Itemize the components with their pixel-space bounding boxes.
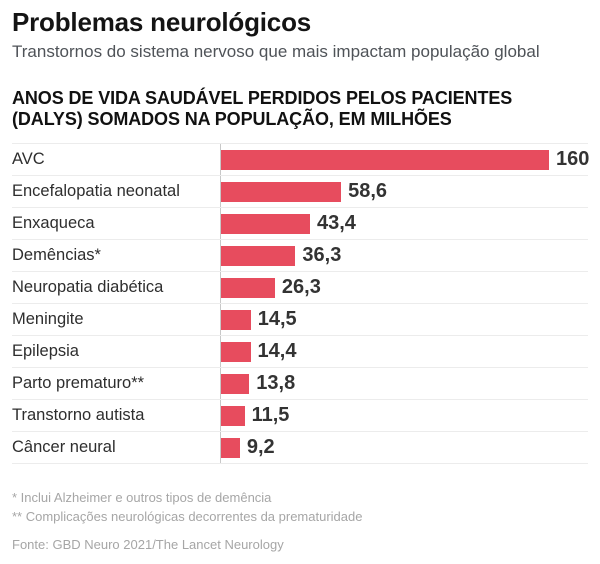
bar-area: 58,6: [220, 176, 588, 207]
chart-row: Epilepsia 14,4: [12, 335, 588, 367]
category-label: Encefalopatia neonatal: [12, 182, 180, 200]
value-label: 160: [556, 148, 590, 170]
category-label: AVC: [12, 150, 45, 168]
value-label: 13,8: [256, 372, 296, 394]
chart-row: Enxaqueca 43,4: [12, 207, 588, 239]
page-subtitle: Transtornos do sistema nervoso que mais …: [12, 42, 540, 61]
chart-row: Demências* 36,3: [12, 239, 588, 271]
value-label: 14,5: [257, 308, 297, 330]
bar: [221, 309, 251, 330]
value-label: 11,5: [251, 404, 290, 426]
footnotes: * Inclui Alzheimer e outros tipos de dem…: [12, 488, 588, 526]
category-label: Parto prematuro**: [12, 374, 145, 392]
chart-row: AVC 160: [12, 143, 589, 175]
value-label: 36,3: [302, 244, 342, 266]
category-label: Câncer neural: [12, 438, 116, 456]
value-label: 58,6: [348, 180, 388, 202]
chart-row: Encefalopatia neonatal 58,6: [12, 175, 588, 207]
value-label: 43,4: [316, 212, 356, 234]
chart-row: Transtorno autista 11,5: [12, 399, 588, 431]
bar-area: 13,8: [220, 368, 588, 399]
chart-heading: ANOS DE VIDA SAUDÁVEL PERDIDOS PELOS PAC…: [12, 88, 513, 129]
bar: [221, 213, 310, 234]
bar-area: 43,4: [220, 208, 588, 239]
bar-rows: AVC 160 Encefalopatia neonatal 58,6 Enxa…: [12, 143, 589, 464]
bar: [221, 181, 342, 202]
chart-row: Câncer neural 9,2: [12, 431, 588, 463]
footnote-dementia: * Inclui Alzheimer e outros tipos de dem…: [12, 490, 272, 505]
value-label: 26,3: [281, 276, 321, 298]
bar-area: 160: [220, 144, 589, 175]
chart-row: Neuropatia diabética 26,3: [12, 271, 588, 303]
bar: [221, 405, 245, 426]
bar-area: 14,4: [220, 336, 588, 367]
category-label: Transtorno autista: [12, 406, 145, 424]
category-label: Demências*: [12, 246, 101, 264]
footnote-prematurity: ** Complicações neurológicas decorrentes…: [12, 509, 363, 524]
bar-chart: AVC 160 Encefalopatia neonatal 58,6 Enxa…: [12, 143, 589, 464]
bar-area: 14,5: [220, 304, 588, 335]
category-label: Epilepsia: [12, 342, 79, 360]
bar: [221, 373, 250, 394]
bar: [221, 245, 296, 266]
category-label: Meningite: [12, 310, 84, 328]
value-label: 14,4: [257, 340, 297, 362]
chart-row: Parto prematuro** 13,8: [12, 367, 588, 399]
source-credit: Fonte: GBD Neuro 2021/The Lancet Neurolo…: [12, 537, 284, 552]
bar-area: 26,3: [220, 272, 588, 303]
bar-area: 11,5: [220, 400, 588, 431]
bar-area: 36,3: [220, 240, 588, 271]
bar: [221, 277, 275, 298]
bar: [221, 341, 251, 362]
category-label: Neuropatia diabética: [12, 278, 164, 296]
bar: [221, 437, 240, 458]
bar: [221, 149, 549, 170]
bar-area: 9,2: [220, 432, 588, 463]
chart-row: Meningite 14,5: [12, 303, 588, 335]
value-label: 9,2: [246, 436, 275, 458]
page-title: Problemas neurológicos: [12, 7, 312, 37]
category-label: Enxaqueca: [12, 214, 95, 232]
